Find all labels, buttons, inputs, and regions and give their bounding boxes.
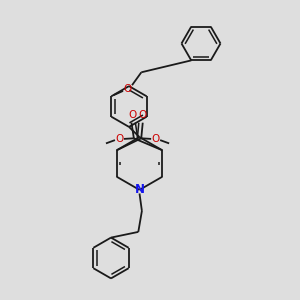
Text: O: O [124,84,132,94]
Text: O: O [152,134,160,144]
Text: N: N [134,183,145,196]
Text: O: O [115,134,124,144]
Text: O: O [139,110,147,120]
Text: O: O [128,110,136,120]
